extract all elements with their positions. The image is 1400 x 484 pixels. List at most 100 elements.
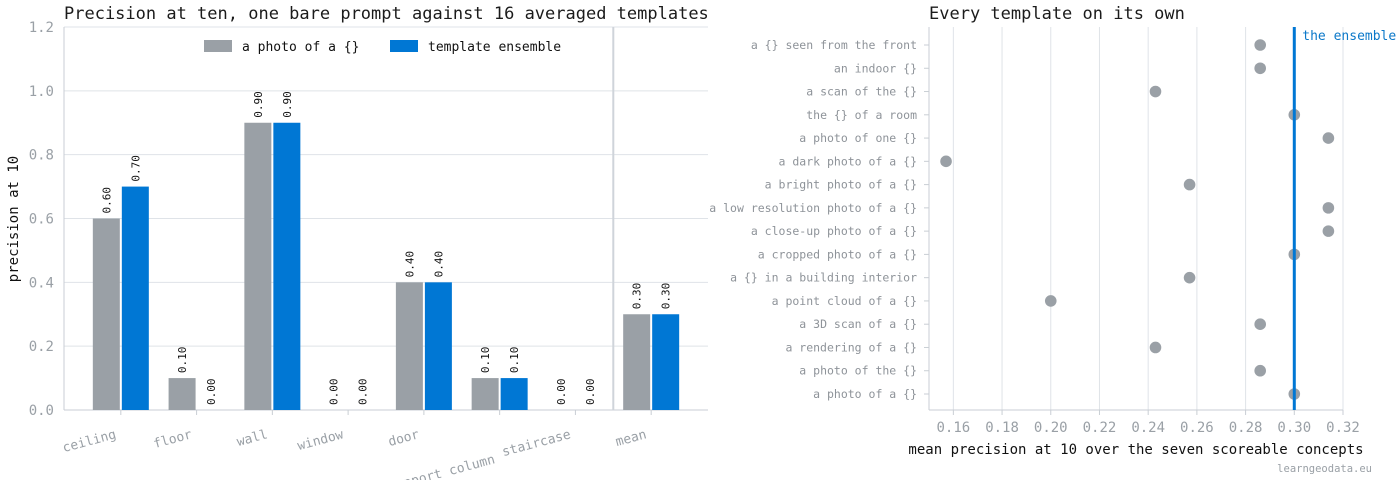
x-category-label: staircase (501, 427, 573, 460)
bar-ensemble (121, 186, 149, 410)
bar-value-label: 0.60 (100, 187, 113, 214)
template-point (1322, 225, 1335, 237)
bar-ensemble (652, 314, 680, 410)
bar-value-label: 0.30 (631, 283, 644, 310)
y-tick-label: 0.8 (29, 148, 54, 164)
bar-bare-prompt (244, 122, 272, 410)
x-category-label: floor (152, 427, 194, 452)
template-label: a {} in a building interior (730, 271, 917, 285)
template-point (940, 155, 952, 168)
legend-swatch-bare-prompt (204, 40, 232, 52)
x-tick-label: 0.28 (1229, 420, 1263, 436)
y-tick-label: 0.4 (29, 275, 54, 291)
ensemble-reference-label: the ensemble (1302, 29, 1396, 44)
scatter-chart-points (940, 39, 1335, 400)
bar-chart-legend: a photo of a {} template ensemble (204, 40, 561, 55)
template-label: a scan of the {} (806, 85, 917, 99)
bar-value-label: 0.90 (281, 91, 294, 118)
bar-ensemble (424, 282, 452, 410)
scatter-chart-panel: Every template on its own mean precision… (709, 4, 1396, 458)
template-label: a point cloud of a {} (772, 294, 917, 308)
x-tick-label: 0.20 (1034, 420, 1068, 436)
y-tick-label: 0.2 (29, 339, 54, 355)
x-tick-label: 0.24 (1131, 420, 1165, 436)
bar-value-label: 0.00 (584, 379, 597, 406)
bar-bare-prompt (395, 282, 423, 410)
bar-bare-prompt (92, 218, 120, 410)
x-tick-label: 0.32 (1326, 420, 1360, 436)
y-tick-label: 0.6 (29, 212, 54, 228)
scatter-chart-title: Every template on its own (929, 4, 1185, 24)
template-label: a bright photo of a {} (765, 178, 917, 192)
bar-value-label: 0.00 (328, 379, 341, 406)
template-point (1044, 295, 1057, 307)
bar-bare-prompt (168, 378, 196, 410)
x-category-label: mean (614, 427, 648, 450)
legend-label-bare-prompt: a photo of a {} (242, 40, 359, 55)
template-label: a close-up photo of a {} (751, 224, 917, 238)
x-tick-label: 0.16 (936, 420, 970, 436)
template-label: a low resolution photo of a {} (709, 201, 917, 215)
bar-value-label: 0.00 (205, 379, 218, 406)
ensemble-reference: the ensemble (1292, 27, 1396, 410)
template-label: a 3D scan of a {} (799, 317, 917, 331)
x-tick-label: 0.22 (1083, 420, 1117, 436)
bar-value-label: 0.90 (252, 91, 265, 118)
bar-value-label: 0.10 (508, 347, 521, 374)
template-label: a cropped photo of a {} (758, 247, 917, 261)
y-tick-label: 0.0 (29, 403, 54, 419)
x-category-label: wall (235, 427, 269, 450)
template-label: an indoor {} (834, 61, 917, 75)
bar-value-label: 0.10 (176, 347, 189, 374)
bar-chart-gridlines (63, 26, 708, 411)
scatter-chart-x-axis-label: mean precision at 10 over the seven scor… (908, 442, 1363, 458)
bar-value-label: 0.30 (660, 283, 673, 310)
template-label: a rendering of a {} (785, 340, 917, 354)
x-category-label: ceiling (61, 427, 118, 456)
template-point (1149, 85, 1162, 98)
bar-value-label: 0.40 (403, 251, 416, 278)
template-point (1322, 202, 1335, 214)
x-tick-label: 0.26 (1180, 420, 1214, 436)
x-category-label: door (387, 427, 421, 450)
template-point (1254, 318, 1266, 331)
x-category-label: window (296, 427, 345, 454)
bar-value-label: 0.00 (357, 379, 370, 406)
template-point (1183, 178, 1196, 191)
scatter-chart-ticks: 0.16 0.18 0.20 0.22 0.24 0.26 0.28 0.30 0.32 a {}… (709, 38, 1360, 436)
template-label: a photo of one {} (799, 131, 917, 145)
template-point (1322, 132, 1335, 144)
footer-credit: learngeodata.eu (1277, 463, 1372, 475)
template-point (1183, 271, 1196, 284)
x-tick-label: 0.30 (1277, 420, 1311, 436)
template-point (1254, 62, 1266, 75)
legend-label-ensemble: template ensemble (428, 40, 561, 55)
bar-value-label: 0.70 (129, 155, 142, 182)
template-point (1254, 39, 1266, 51)
template-point (1149, 341, 1162, 354)
template-label: the {} of a room (806, 108, 917, 122)
scatter-chart-gridlines (928, 27, 1344, 411)
bar-chart-panel: Precision at ten, one bare prompt agains… (6, 4, 709, 484)
bar-value-label: 0.00 (555, 379, 568, 406)
y-tick-label: 1.2 (29, 20, 54, 36)
template-label: a photo of a {} (813, 387, 917, 401)
bar-ensemble (273, 122, 301, 410)
bar-value-label: 0.40 (432, 251, 445, 278)
bar-chart-bars: 0.60 0.70 0.10 0.00 0.90 0.90 0.00 0.00 0.40 0.40… (92, 91, 680, 410)
bar-value-label: 0.10 (479, 347, 492, 374)
x-tick-label: 0.18 (985, 420, 1019, 436)
legend-swatch-ensemble (390, 40, 418, 52)
y-tick-label: 1.0 (29, 84, 54, 100)
bar-ensemble (500, 378, 528, 410)
bar-chart-title: Precision at ten, one bare prompt agains… (64, 4, 709, 24)
template-label: a {} seen from the front (751, 38, 917, 52)
bar-bare-prompt (623, 314, 651, 410)
template-label: a photo of the {} (799, 364, 917, 378)
x-category-label: support column (387, 452, 497, 480)
template-label: a dark photo of a {} (779, 154, 917, 168)
bar-chart-y-axis-label: precision at 10 (6, 156, 22, 282)
template-point (1254, 364, 1266, 377)
